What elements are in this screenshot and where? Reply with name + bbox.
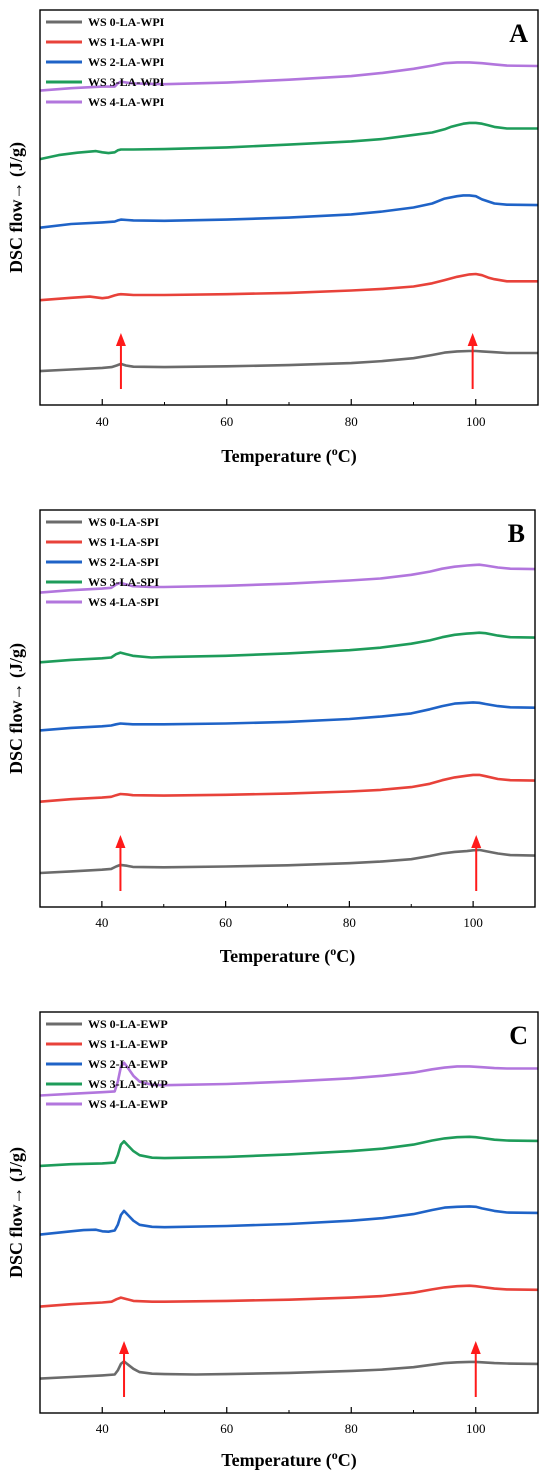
y-axis-title: DSC flow→ (J/g) xyxy=(6,142,27,273)
y-axis-title: DSC flow→ (J/g) xyxy=(6,643,27,774)
legend-label-0: WS 0-LA-SPI xyxy=(88,515,159,529)
x-axis-title: Temperature (oC) xyxy=(221,1448,356,1471)
chart-panel-c: 40 60 80 100 Temperature (oC) DSC flow→ (J/g)… xyxy=(6,1011,539,1471)
series-line-0 xyxy=(39,349,538,373)
legend-label-3: WS 3-LA-SPI xyxy=(88,575,159,589)
series-line-3 xyxy=(39,1135,539,1168)
series-line-2 xyxy=(39,701,536,732)
legend-label-1: WS 1-LA-SPI xyxy=(88,535,159,549)
legend: WS 0-LA-EWP WS 1-LA-EWP WS 2-LA-EWP WS 3-LA… xyxy=(46,1017,168,1111)
legend-label-1: WS 1-LA-EWP xyxy=(88,1037,168,1051)
plot-frame xyxy=(39,509,536,908)
peak-arrow-head-0 xyxy=(115,333,126,346)
series-line-2 xyxy=(39,194,539,229)
panel-label: C xyxy=(509,1021,528,1050)
legend-label-1: WS 1-LA-WPI xyxy=(88,35,165,49)
x-tick-label: 40 xyxy=(96,1421,109,1436)
legend-label-2: WS 2-LA-EWP xyxy=(88,1057,168,1071)
peak-arrow-head-0 xyxy=(115,835,126,848)
x-tick-label: 100 xyxy=(466,414,486,429)
legend-label-0: WS 0-LA-EWP xyxy=(88,1017,168,1031)
series-line-1 xyxy=(39,773,536,803)
series-line-4 xyxy=(39,1061,538,1097)
x-tick-label: 100 xyxy=(463,915,483,930)
series-line-4 xyxy=(39,61,539,92)
legend-label-2: WS 2-LA-WPI xyxy=(88,55,165,69)
x-tick-label: 40 xyxy=(95,915,108,930)
plot-frame xyxy=(39,9,539,406)
legend-label-4: WS 4-LA-EWP xyxy=(88,1097,168,1111)
panel-label: A xyxy=(509,19,528,48)
series-line-1 xyxy=(39,272,538,302)
series-line-2 xyxy=(39,1205,539,1236)
legend: WS 0-LA-WPI WS 1-LA-WPI WS 2-LA-WPI WS 3-LA… xyxy=(46,15,165,109)
x-tick-label: 80 xyxy=(345,414,358,429)
x-tick-label: 40 xyxy=(96,414,109,429)
legend: WS 0-LA-SPI WS 1-LA-SPI WS 2-LA-SPI WS 3-LA… xyxy=(46,515,159,609)
peak-arrow-head-1 xyxy=(470,1341,481,1354)
series-line-3 xyxy=(39,631,536,664)
series-line-3 xyxy=(39,121,538,161)
series-line-0 xyxy=(39,848,536,875)
x-tick-label: 60 xyxy=(219,915,232,930)
chart-panel-b: 40 60 80 100 Temperature (oC) DSC flow→ (J/g)… xyxy=(6,509,536,967)
panel-label: B xyxy=(508,519,525,548)
legend-label-0: WS 0-LA-WPI xyxy=(88,15,165,29)
peak-arrow-head-0 xyxy=(119,1341,130,1354)
peak-arrow-head-1 xyxy=(471,835,482,848)
series-line-0 xyxy=(39,1360,539,1380)
series-line-1 xyxy=(39,1284,539,1308)
chart-panel-a: 40 60 80 100 Temperature (oC) DSC flow→ (J/g)… xyxy=(6,9,539,467)
y-axis-title: DSC flow→ (J/g) xyxy=(6,1147,27,1278)
series-line-4 xyxy=(39,563,536,594)
x-axis-title: Temperature (oC) xyxy=(220,944,355,967)
legend-label-4: WS 4-LA-SPI xyxy=(88,595,159,609)
x-tick-label: 80 xyxy=(345,1421,358,1436)
legend-label-2: WS 2-LA-SPI xyxy=(88,555,159,569)
legend-label-4: WS 4-LA-WPI xyxy=(88,95,165,109)
legend-label-3: WS 3-LA-EWP xyxy=(88,1077,168,1091)
x-axis-title: Temperature (oC) xyxy=(221,444,356,467)
x-tick-label: 100 xyxy=(466,1421,486,1436)
plot-frame xyxy=(39,1011,539,1414)
x-tick-label: 60 xyxy=(220,1421,233,1436)
peak-arrow-head-1 xyxy=(467,333,478,346)
x-tick-label: 60 xyxy=(220,414,233,429)
x-tick-label: 80 xyxy=(343,915,356,930)
legend-label-3: WS 3-LA-WPI xyxy=(88,75,165,89)
